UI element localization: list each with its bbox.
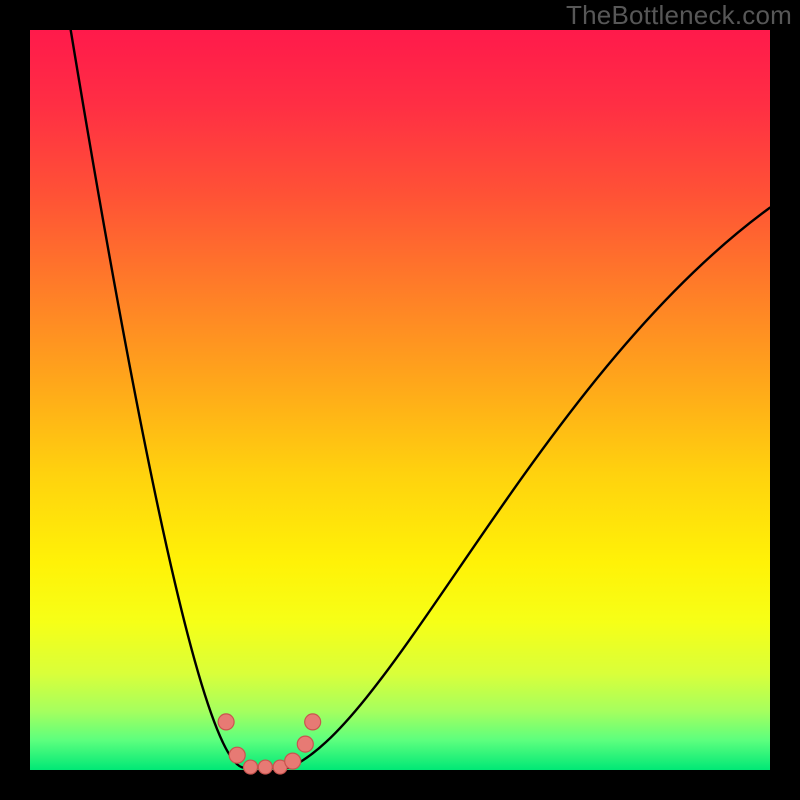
curve-marker xyxy=(297,736,313,752)
curve-marker xyxy=(218,714,234,730)
chart-svg xyxy=(0,0,800,800)
curve-marker xyxy=(285,753,301,769)
curve-marker xyxy=(229,747,245,763)
curve-marker xyxy=(305,714,321,730)
curve-marker xyxy=(258,760,272,774)
curve-marker xyxy=(244,760,258,774)
chart-stage: TheBottleneck.com xyxy=(0,0,800,800)
